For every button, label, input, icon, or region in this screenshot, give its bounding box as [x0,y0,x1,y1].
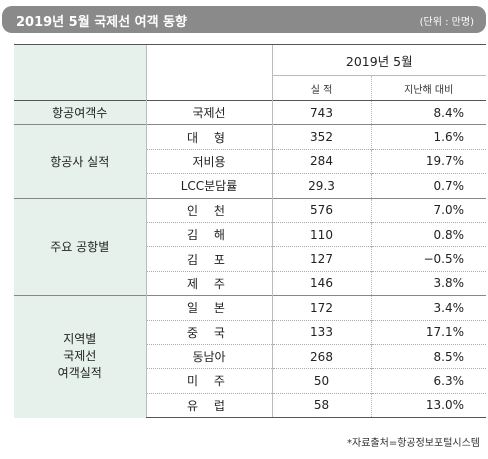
row-label: 인 천 [145,197,272,223]
row-value: 352 [271,124,371,150]
yoy-header: 지난해 대비 [370,75,486,101]
source-note: *자료출처=항공정보포털시스템 [347,438,480,449]
row-change: 13.0% [370,392,486,419]
unit-label: (단위 : 만명) [419,17,474,28]
row-label: 김 해 [145,221,272,247]
title-bar: 2019년 5월 국제선 여객 동향 (단위 : 만명) [2,6,486,33]
row-change: −0.5% [370,246,486,272]
group-label: 지역별 국제선 여객실적 [14,295,146,418]
row-label: 대 형 [145,124,272,150]
row-value: 268 [271,343,371,369]
row-value: 58 [271,392,371,419]
row-label: 국제선 [145,99,272,125]
row-change: 17.1% [370,319,486,345]
row-change: 6.3% [370,368,486,394]
period-header: 2019년 5월 [271,44,486,76]
row-label: 유 럽 [145,392,272,419]
row-label: 제 주 [145,270,272,296]
row-change: 0.7% [370,173,486,199]
row-value: 133 [271,319,371,345]
row-label: LCC분담률 [145,173,272,199]
passenger-table: 2019년 5월 실 적 지난해 대비 항공여객수 국제선 743 8.4% 항… [14,44,486,419]
group-label: 주요 공항별 [14,197,146,296]
row-value: 284 [271,148,371,174]
row-value: 576 [271,197,371,223]
row-label: 동남아 [145,343,272,369]
row-change: 19.7% [370,148,486,174]
row-change: 8.4% [370,99,486,125]
row-value: 127 [271,246,371,272]
row-label: 미 주 [145,368,272,394]
header-blank [14,44,146,76]
actual-header: 실 적 [271,75,371,101]
row-change: 8.5% [370,343,486,369]
table-title: 2019년 5월 국제선 여객 동향 [16,15,187,30]
row-label: 중 국 [145,319,272,345]
header-blank-2 [145,44,272,76]
row-value: 743 [271,99,371,125]
row-value: 29.3 [271,173,371,199]
row-value: 146 [271,270,371,296]
row-change: 3.4% [370,295,486,321]
group-label: 항공여객수 [14,99,146,125]
row-change: 1.6% [370,124,486,150]
row-value: 50 [271,368,371,394]
row-change: 7.0% [370,197,486,223]
row-change: 3.8% [370,270,486,296]
group-label: 항공사 실적 [14,124,146,199]
row-change: 0.8% [370,221,486,247]
row-label: 김 포 [145,246,272,272]
row-label: 일 본 [145,295,272,321]
row-value: 172 [271,295,371,321]
row-label: 저비용 [145,148,272,174]
row-value: 110 [271,221,371,247]
